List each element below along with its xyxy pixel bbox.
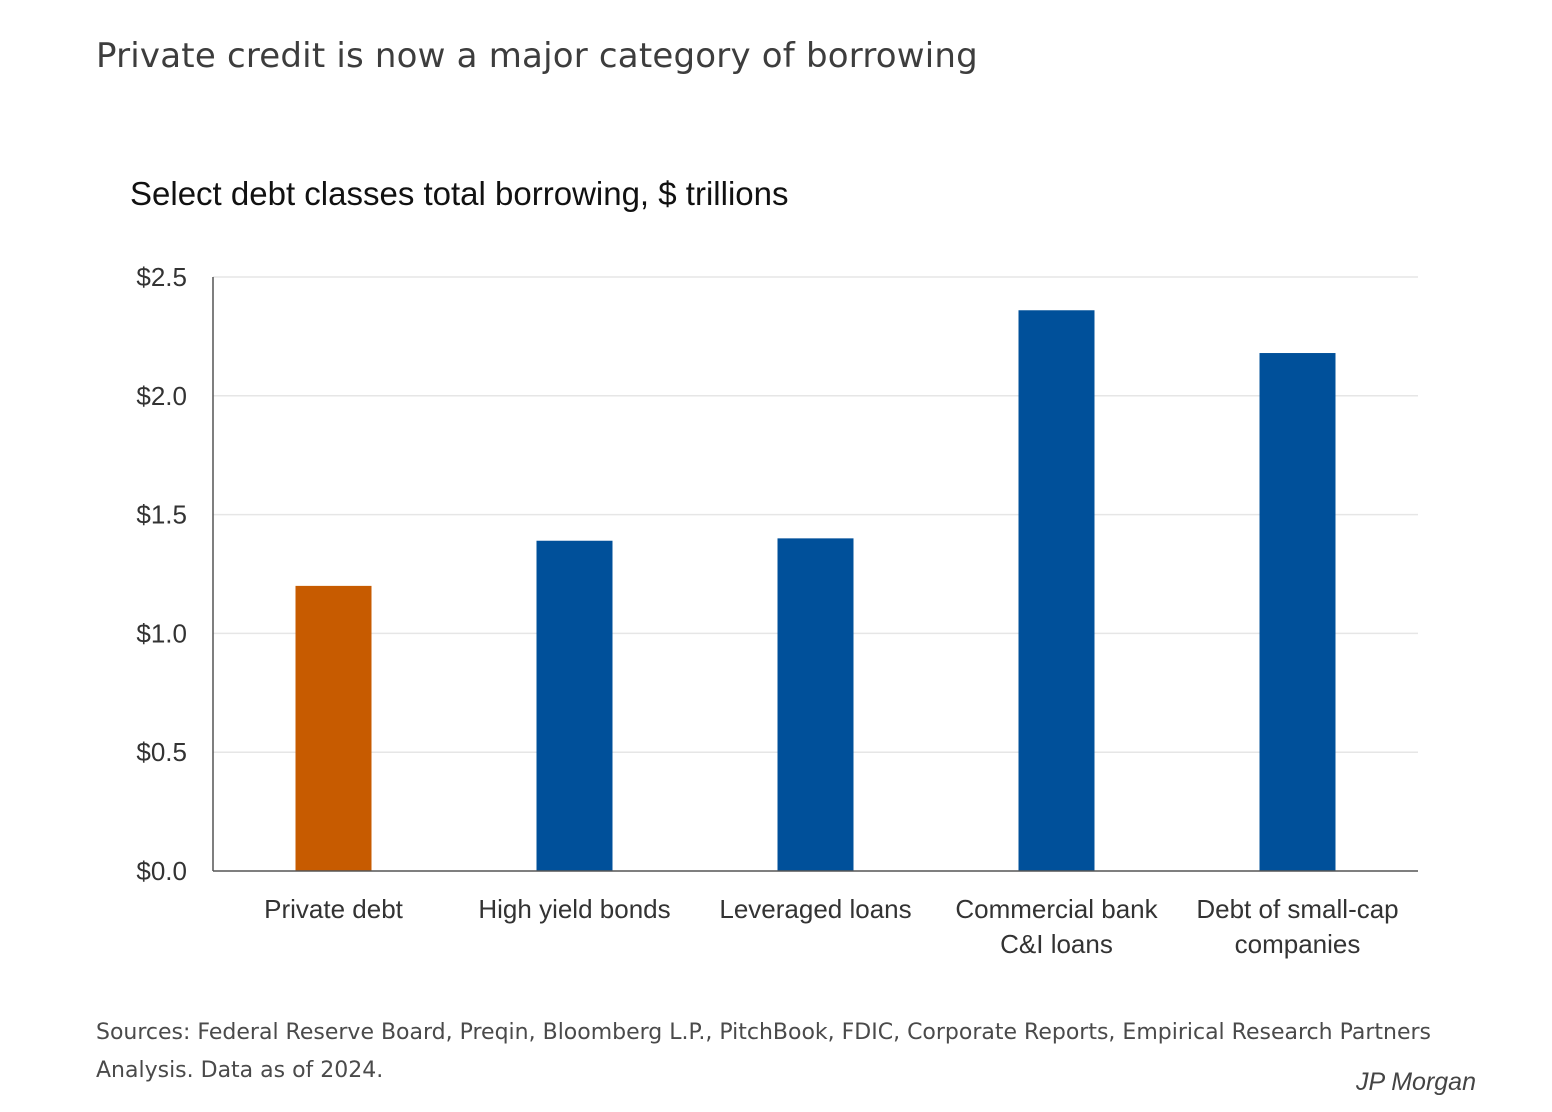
y-tick-label: $1.0 (136, 618, 187, 648)
bar (777, 538, 854, 871)
x-category-label: Debt of small-cap (1196, 894, 1398, 924)
x-category-label: High yield bonds (478, 894, 670, 924)
y-tick-label: $0.5 (136, 737, 187, 767)
bar (536, 540, 613, 871)
bar (1018, 310, 1095, 871)
bar (1259, 353, 1336, 872)
x-category-label: Commercial bank (955, 894, 1158, 924)
x-category-label: C&I loans (1000, 929, 1113, 959)
y-tick-label: $2.5 (136, 262, 187, 292)
page-title: Private credit is now a major category o… (96, 36, 978, 76)
axes (212, 277, 1418, 872)
x-category-label: Leveraged loans (719, 894, 911, 924)
brand-watermark: JP Morgan (1356, 1068, 1476, 1096)
y-tick-label: $2.0 (136, 381, 187, 411)
y-tick-label: $0.0 (136, 856, 187, 886)
sources-footnote: Sources: Federal Reserve Board, Preqin, … (96, 1020, 1431, 1083)
bar-chart: Select debt classes total borrowing, $ t… (130, 175, 1418, 959)
x-category-label: companies (1235, 929, 1361, 959)
x-category-label: Private debt (264, 894, 404, 924)
y-axis-tick-labels: $0.0 $0.5 $1.0 $1.5 $2.0 $2.5 (136, 262, 187, 886)
chart-title: Select debt classes total borrowing, $ t… (130, 175, 789, 212)
bar (295, 585, 372, 871)
x-axis-category-labels: Private debt High yield bonds Leveraged lo… (264, 894, 1399, 959)
bars (295, 310, 1336, 872)
y-tick-label: $1.5 (136, 500, 187, 530)
